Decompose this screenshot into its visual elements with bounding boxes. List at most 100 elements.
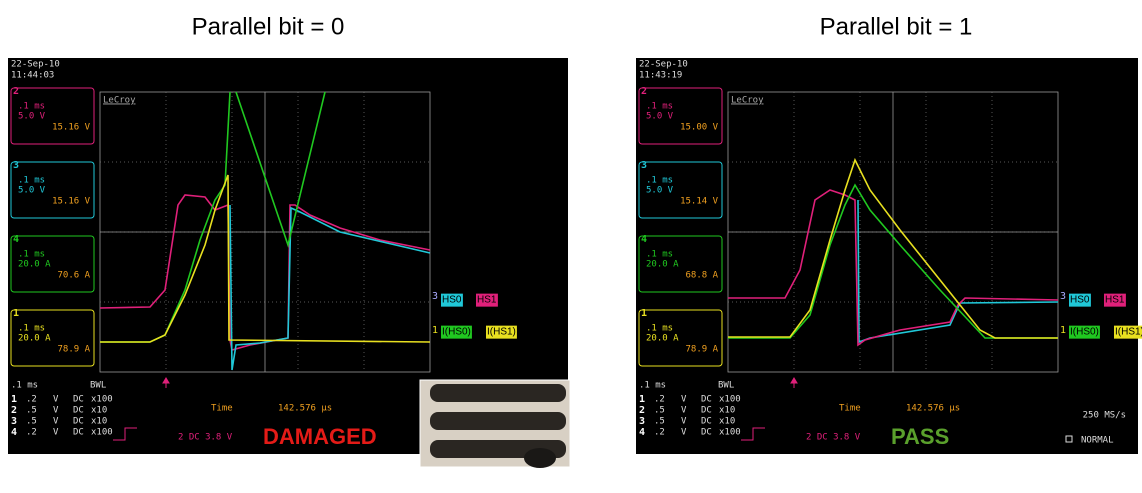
damage-photo — [419, 379, 571, 468]
row-coupling: DC — [73, 417, 84, 427]
channel-number: 4 — [13, 234, 19, 245]
time-label: Time — [839, 404, 861, 414]
channel-number: 3 — [13, 160, 19, 171]
waveform — [100, 174, 431, 343]
channel-number: 2 — [641, 86, 647, 97]
row-coupling: DC — [701, 428, 712, 438]
trigger-symbol — [741, 427, 765, 441]
verdict: DAMAGED — [263, 424, 377, 449]
channel-scale: 5.0 V — [646, 112, 674, 122]
channel-box — [10, 235, 95, 293]
trace-marker: 1 — [1060, 325, 1066, 336]
waveform — [728, 183, 1058, 339]
legend-entry: HS1 — [1105, 295, 1125, 306]
channel-number: 3 — [641, 160, 647, 171]
channel-level: 15.16 V — [52, 123, 91, 133]
row-probe: x10 — [91, 417, 107, 427]
channel-timebase: .1 ms — [18, 176, 45, 186]
legend-entry: I(HS1) — [487, 327, 516, 338]
legend-swatch — [486, 325, 517, 339]
channel-level: 70.6 A — [57, 271, 90, 281]
channel-level: 78.9 A — [57, 345, 90, 355]
date: 22-Sep-10 — [639, 60, 688, 70]
row-probe: x10 — [719, 406, 735, 416]
row-scale: .5 — [654, 417, 665, 427]
waveform — [857, 199, 1059, 344]
channel-level: 15.14 V — [680, 197, 719, 207]
row-unit: V — [681, 406, 687, 416]
row-scale: .2 — [654, 395, 665, 405]
row-unit: V — [53, 428, 59, 438]
channel-number: 1 — [13, 308, 19, 319]
row-channel: 3 — [639, 416, 645, 427]
row-coupling: DC — [701, 406, 712, 416]
row-probe: x100 — [719, 395, 741, 405]
legend-swatch — [1069, 325, 1100, 339]
legend-entry: HS0 — [1070, 295, 1090, 306]
legend-entry: I(HS0) — [1070, 327, 1099, 338]
trigger-symbol — [113, 427, 137, 441]
date: 22-Sep-10 — [11, 60, 60, 70]
clock: 11:44:03 — [11, 71, 54, 81]
waveform — [728, 157, 1058, 339]
channel-timebase: .1 ms — [646, 250, 673, 260]
trigger-arrow — [790, 377, 798, 388]
row-channel: 2 — [639, 405, 645, 416]
channel-box — [638, 87, 723, 145]
channel-scale: 20.0 A — [18, 260, 51, 270]
channel-box — [638, 161, 723, 219]
channel-scale: 20.0 A — [646, 334, 679, 344]
row-scale: .5 — [26, 406, 37, 416]
trace-marker: 3 — [1060, 291, 1066, 302]
legend-entry: I(HS0) — [442, 327, 471, 338]
row-coupling: DC — [701, 395, 712, 405]
legend-swatch — [1069, 293, 1091, 307]
channel-box — [638, 309, 723, 367]
channel-level: 78.9 A — [685, 345, 718, 355]
time-label: Time — [211, 404, 233, 414]
channel-level: 15.00 V — [680, 123, 719, 133]
channel-timebase: .1 ms — [646, 102, 673, 112]
row-unit: V — [53, 395, 59, 405]
channel-scale: 20.0 A — [18, 334, 51, 344]
photo-bar — [430, 412, 566, 430]
row-unit: V — [53, 406, 59, 416]
time-value: 142.576 µs — [906, 404, 960, 414]
row-coupling: DC — [701, 417, 712, 427]
row-channel: 3 — [11, 416, 17, 427]
footer-timebase: .1 ms — [11, 381, 38, 391]
channel-box — [638, 235, 723, 293]
row-scale: .5 — [654, 406, 665, 416]
trigger: 2 DC 3.8 V — [806, 433, 861, 443]
channel-timebase: .1 ms — [18, 324, 45, 334]
footer-filter: BWL — [90, 381, 106, 391]
row-coupling: DC — [73, 395, 84, 405]
channel-timebase: .1 ms — [18, 102, 45, 112]
sample-rate: 250 MS/s — [1083, 411, 1126, 421]
channel-timebase: .1 ms — [18, 250, 45, 260]
row-channel: 4 — [639, 427, 645, 438]
row-probe: x100 — [91, 395, 113, 405]
clock: 11:43:19 — [639, 71, 682, 81]
row-coupling: DC — [73, 428, 84, 438]
waveform — [229, 204, 431, 371]
row-probe: x100 — [719, 428, 741, 438]
trace-marker: 1 — [432, 325, 438, 336]
legend-entry: HS1 — [477, 295, 497, 306]
row-probe: x10 — [719, 417, 735, 427]
panel-title: Parallel bit = 1 — [820, 13, 973, 40]
row-unit: V — [681, 428, 687, 438]
channel-timebase: .1 ms — [646, 176, 673, 186]
brand: LeCroy — [731, 96, 764, 106]
channel-box — [10, 87, 95, 145]
brand: LeCroy — [103, 96, 136, 106]
row-scale: .2 — [654, 428, 665, 438]
row-channel: 1 — [639, 394, 645, 405]
row-channel: 2 — [11, 405, 17, 416]
row-unit: V — [681, 395, 687, 405]
verdict: PASS — [891, 424, 949, 449]
row-probe: x100 — [91, 428, 113, 438]
legend-swatch — [441, 325, 472, 339]
